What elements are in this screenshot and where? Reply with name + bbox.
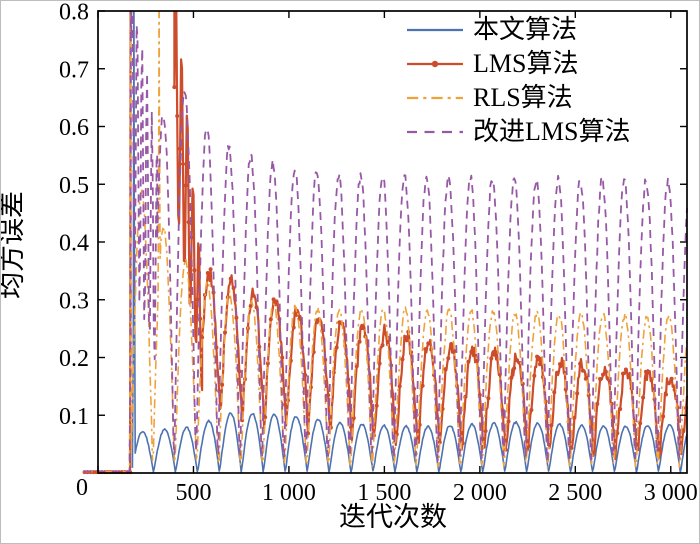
y-tick-label-0.1: 0.1 bbox=[59, 404, 89, 430]
y-tick-label-0.5: 0.5 bbox=[59, 173, 89, 199]
series-line-1 bbox=[131, 11, 688, 474]
origin-tick-label: 0 bbox=[76, 475, 88, 501]
x-tick-label-1000: 1 000 bbox=[262, 480, 316, 506]
series-line-4 bbox=[83, 11, 688, 473]
series-3 bbox=[83, 11, 688, 473]
x-tick-label-2500: 2 500 bbox=[548, 480, 602, 506]
legend-item-1: 本文算法 bbox=[405, 13, 630, 47]
x-axis-label: 迭代次数 bbox=[339, 502, 447, 532]
series-1 bbox=[131, 11, 688, 474]
legend-line-sample-icon bbox=[407, 28, 463, 32]
y-tick-label-0.8: 0.8 bbox=[59, 1, 89, 26]
legend-item-2: LMS算法 bbox=[405, 47, 630, 81]
legend-item-3: RLS算法 bbox=[405, 81, 630, 115]
series-line-3 bbox=[83, 11, 688, 473]
series-4 bbox=[83, 11, 688, 473]
axes: 500 1 000 1 500 2 000 2 500 3 000 0.1 0.2 0.3 0.4… bbox=[59, 1, 698, 506]
legend-label: 改进LMS算法 bbox=[473, 117, 631, 146]
y-axis-label: 均方误差 bbox=[1, 191, 27, 299]
x-tick-label-2000: 2 000 bbox=[453, 480, 507, 506]
x-tick-label-500: 500 bbox=[175, 480, 211, 506]
y-tick-label-0.7: 0.7 bbox=[59, 57, 89, 83]
legend-line-sample-icon bbox=[407, 96, 463, 100]
legend-label: LMS算法 bbox=[473, 49, 579, 78]
y-tick-label-0.2: 0.2 bbox=[59, 346, 89, 372]
y-tick-label-0.3: 0.3 bbox=[59, 288, 89, 314]
legend-item-4: 改进LMS算法 bbox=[405, 115, 630, 149]
legend-label: 本文算法 bbox=[473, 15, 578, 44]
legend: 本文算法 LMS算法 RLS算法 改进LMS算法 bbox=[405, 13, 630, 149]
y-tick-label-0.4: 0.4 bbox=[59, 231, 89, 257]
legend-label: RLS算法 bbox=[473, 83, 573, 112]
y-tick-label-0.6: 0.6 bbox=[59, 115, 89, 141]
x-tick-label-3000: 3 000 bbox=[644, 480, 698, 506]
legend-line-sample-icon bbox=[407, 130, 463, 134]
x-tick-label-1500: 1 500 bbox=[357, 480, 411, 506]
legend-line-sample-icon bbox=[407, 60, 463, 68]
